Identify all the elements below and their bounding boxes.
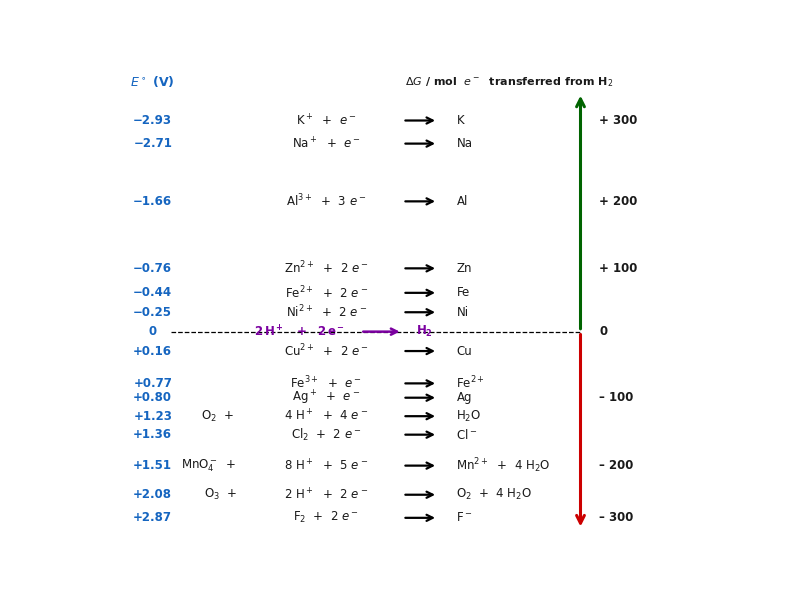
- Text: K$^+$  +  $e^-$: K$^+$ + $e^-$: [296, 113, 357, 128]
- Text: Cu$^{2+}$  +  2 $e^-$: Cu$^{2+}$ + 2 $e^-$: [284, 343, 369, 359]
- Text: Fe$^{2+}$: Fe$^{2+}$: [457, 375, 486, 392]
- Text: −1.66: −1.66: [133, 195, 172, 208]
- Text: +2.87: +2.87: [133, 511, 172, 524]
- Text: Ni$^{2+}$  +  2 $e^-$: Ni$^{2+}$ + 2 $e^-$: [286, 304, 367, 320]
- Text: Zn: Zn: [457, 262, 472, 275]
- Text: Mn$^{2+}$  +  4 H$_2$O: Mn$^{2+}$ + 4 H$_2$O: [457, 456, 551, 475]
- Text: Ag$^+$  +  $e^-$: Ag$^+$ + $e^-$: [292, 389, 361, 407]
- Text: 2 H$^+$  +  2 $e^-$: 2 H$^+$ + 2 $e^-$: [284, 487, 368, 502]
- Text: −2.93: −2.93: [133, 114, 172, 127]
- Text: Al$^{3+}$  +  3 $e^-$: Al$^{3+}$ + 3 $e^-$: [286, 193, 366, 209]
- Text: Zn$^{2+}$  +  2 $e^-$: Zn$^{2+}$ + 2 $e^-$: [284, 260, 369, 277]
- Text: Fe: Fe: [457, 286, 470, 299]
- Text: 0: 0: [149, 325, 157, 338]
- Text: +1.51: +1.51: [133, 459, 172, 472]
- Text: Cl$^-$: Cl$^-$: [457, 428, 478, 442]
- Text: $\mathbf{H_2}$: $\mathbf{H_2}$: [416, 324, 433, 339]
- Text: Ni: Ni: [457, 306, 469, 319]
- Text: O$_2$  +: O$_2$ +: [202, 409, 234, 424]
- Text: 0: 0: [599, 325, 607, 338]
- Text: H$_2$O: H$_2$O: [457, 409, 482, 424]
- Text: −0.76: −0.76: [133, 262, 172, 275]
- Text: F$_2$  +  2 $e^-$: F$_2$ + 2 $e^-$: [294, 510, 359, 526]
- Text: $\Delta G$ / mol  $e^-$  transferred from H$_2$: $\Delta G$ / mol $e^-$ transferred from …: [405, 75, 614, 89]
- Text: Fe$^{3+}$  +  $e^-$: Fe$^{3+}$ + $e^-$: [290, 375, 362, 392]
- Text: −2.71: −2.71: [134, 137, 172, 150]
- Text: Al: Al: [457, 195, 468, 208]
- Text: Na: Na: [457, 137, 473, 150]
- Text: Na$^+$  +  $e^-$: Na$^+$ + $e^-$: [292, 136, 361, 151]
- Text: +0.77: +0.77: [134, 377, 172, 390]
- Text: + 100: + 100: [599, 262, 638, 275]
- Text: – 100: – 100: [599, 391, 634, 404]
- Text: +0.16: +0.16: [133, 344, 172, 358]
- Text: MnO$_4^-$  +: MnO$_4^-$ +: [181, 457, 236, 474]
- Text: +0.80: +0.80: [133, 391, 172, 404]
- Text: 4 H$^+$  +  4 $e^-$: 4 H$^+$ + 4 $e^-$: [284, 409, 368, 424]
- Text: −0.44: −0.44: [133, 286, 172, 299]
- Text: $\mathbf{2\,e^-}$: $\mathbf{2\,e^-}$: [318, 325, 345, 338]
- Text: −0.25: −0.25: [133, 306, 172, 319]
- Text: O$_2$  +  4 H$_2$O: O$_2$ + 4 H$_2$O: [457, 487, 533, 502]
- Text: +2.08: +2.08: [133, 488, 172, 501]
- Text: Ag: Ag: [457, 391, 472, 404]
- Text: Cu: Cu: [457, 344, 472, 358]
- Text: $E^\circ$ (V): $E^\circ$ (V): [130, 74, 175, 89]
- Text: +1.23: +1.23: [134, 410, 172, 422]
- Text: Fe$^{2+}$  +  2 $e^-$: Fe$^{2+}$ + 2 $e^-$: [285, 284, 368, 301]
- Text: $\mathbf{2\,H^+}$: $\mathbf{2\,H^+}$: [254, 324, 283, 339]
- Text: $\mathbf{+}$: $\mathbf{+}$: [296, 325, 307, 338]
- Text: + 200: + 200: [599, 195, 638, 208]
- Text: +1.36: +1.36: [133, 428, 172, 441]
- Text: Cl$_2$  +  2 $e^-$: Cl$_2$ + 2 $e^-$: [291, 427, 362, 443]
- Text: – 300: – 300: [599, 511, 634, 524]
- Text: O$_3$  +: O$_3$ +: [204, 487, 238, 502]
- Text: F$^-$: F$^-$: [457, 511, 473, 524]
- Text: – 200: – 200: [599, 459, 634, 472]
- Text: K: K: [457, 114, 464, 127]
- Text: 8 H$^+$  +  5 $e^-$: 8 H$^+$ + 5 $e^-$: [284, 458, 368, 473]
- Text: + 300: + 300: [599, 114, 638, 127]
